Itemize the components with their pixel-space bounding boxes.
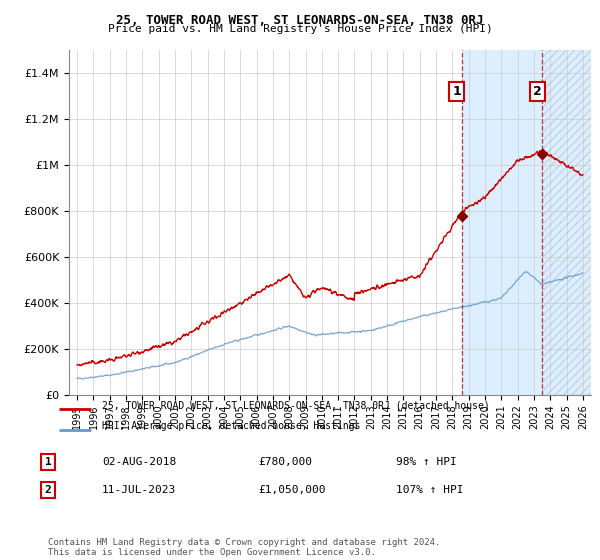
Text: 107% ↑ HPI: 107% ↑ HPI bbox=[396, 485, 464, 495]
Text: 11-JUL-2023: 11-JUL-2023 bbox=[102, 485, 176, 495]
Text: 1: 1 bbox=[44, 457, 52, 467]
Text: 98% ↑ HPI: 98% ↑ HPI bbox=[396, 457, 457, 467]
Text: Contains HM Land Registry data © Crown copyright and database right 2024.
This d: Contains HM Land Registry data © Crown c… bbox=[48, 538, 440, 557]
Text: £780,000: £780,000 bbox=[258, 457, 312, 467]
Bar bbox=[462, 50, 599, 395]
Text: Price paid vs. HM Land Registry's House Price Index (HPI): Price paid vs. HM Land Registry's House … bbox=[107, 24, 493, 34]
Text: 2: 2 bbox=[533, 85, 542, 98]
Text: 1: 1 bbox=[452, 85, 461, 98]
Bar bbox=[542, 50, 599, 395]
Text: 25, TOWER ROAD WEST, ST LEONARDS-ON-SEA, TN38 0RJ (detached house): 25, TOWER ROAD WEST, ST LEONARDS-ON-SEA,… bbox=[102, 400, 490, 410]
Bar bbox=[542, 50, 599, 395]
Text: £1,050,000: £1,050,000 bbox=[258, 485, 325, 495]
Text: 25, TOWER ROAD WEST, ST LEONARDS-ON-SEA, TN38 0RJ: 25, TOWER ROAD WEST, ST LEONARDS-ON-SEA,… bbox=[116, 14, 484, 27]
Text: 2: 2 bbox=[44, 485, 52, 495]
Text: HPI: Average price, detached house, Hastings: HPI: Average price, detached house, Hast… bbox=[102, 421, 360, 431]
Text: 02-AUG-2018: 02-AUG-2018 bbox=[102, 457, 176, 467]
